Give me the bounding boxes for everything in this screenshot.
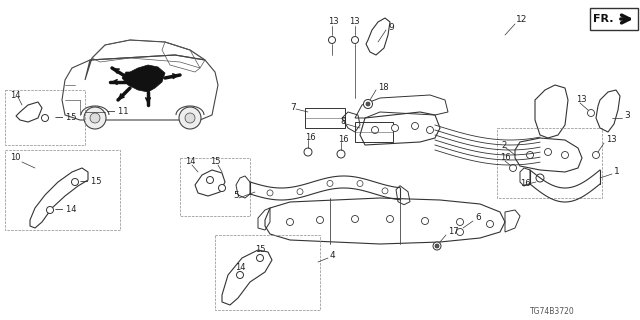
Text: 4: 4 [330,251,335,260]
Circle shape [412,123,419,130]
Circle shape [366,102,370,106]
Text: 13: 13 [349,18,360,27]
Circle shape [327,180,333,187]
Bar [5,150,120,230]
Polygon shape [122,65,165,92]
Text: FR.: FR. [593,14,614,24]
Circle shape [179,107,201,129]
Circle shape [561,151,568,158]
Text: — 15: — 15 [55,114,77,123]
Bar [590,8,638,30]
Circle shape [456,219,463,226]
Text: 17: 17 [448,228,459,236]
Text: 16: 16 [305,133,316,142]
Circle shape [257,254,264,261]
Circle shape [47,206,54,213]
Circle shape [218,185,225,191]
Circle shape [509,164,516,172]
Circle shape [588,109,595,116]
Circle shape [297,189,303,195]
Bar [497,128,602,198]
Circle shape [267,190,273,196]
Text: 16: 16 [520,179,531,188]
Circle shape [536,174,544,182]
Text: 2: 2 [501,140,506,149]
Text: 3: 3 [624,111,630,121]
Text: 18: 18 [378,83,388,92]
Circle shape [422,218,429,225]
Circle shape [328,36,335,44]
Circle shape [593,151,600,158]
Text: 13: 13 [576,95,587,105]
Text: 12: 12 [516,15,527,25]
Circle shape [456,228,463,236]
Circle shape [371,126,378,133]
Bar [180,158,250,216]
Circle shape [90,113,100,123]
Bar [355,122,393,142]
Text: — 14: — 14 [55,205,77,214]
Text: — 11: — 11 [107,108,129,116]
Circle shape [304,148,312,156]
Text: 13: 13 [328,18,339,27]
Circle shape [435,244,439,248]
Bar [215,235,320,310]
Text: 9: 9 [388,23,394,33]
Text: 15: 15 [210,157,221,166]
Circle shape [426,126,433,133]
Circle shape [287,219,294,226]
Text: 16: 16 [338,135,349,145]
Circle shape [317,217,323,223]
Circle shape [351,36,358,44]
Circle shape [72,179,79,186]
Circle shape [392,124,399,132]
Text: TG74B3720: TG74B3720 [530,308,575,316]
Circle shape [351,215,358,222]
Text: 10: 10 [10,154,20,163]
Text: 16: 16 [500,154,511,163]
Text: 15: 15 [255,245,266,254]
Circle shape [527,151,534,158]
Bar [5,90,85,145]
Text: 1: 1 [614,167,620,177]
Bar [305,108,345,128]
Circle shape [42,115,49,122]
Text: 6: 6 [475,213,481,222]
Text: — 15: — 15 [80,178,102,187]
Text: 8: 8 [340,117,346,126]
Circle shape [337,150,345,158]
Circle shape [185,113,195,123]
Circle shape [382,188,388,194]
Circle shape [84,107,106,129]
Text: 5: 5 [233,191,239,201]
Circle shape [486,220,493,228]
Circle shape [237,271,243,278]
Text: 13: 13 [606,135,616,145]
Circle shape [207,177,214,183]
Text: 14: 14 [185,157,195,166]
Circle shape [387,215,394,222]
Text: 14: 14 [10,91,20,100]
Circle shape [357,180,363,187]
Circle shape [433,242,441,250]
Text: 7: 7 [290,102,296,111]
Circle shape [364,100,372,108]
Circle shape [545,148,552,156]
Text: 14: 14 [235,263,246,273]
